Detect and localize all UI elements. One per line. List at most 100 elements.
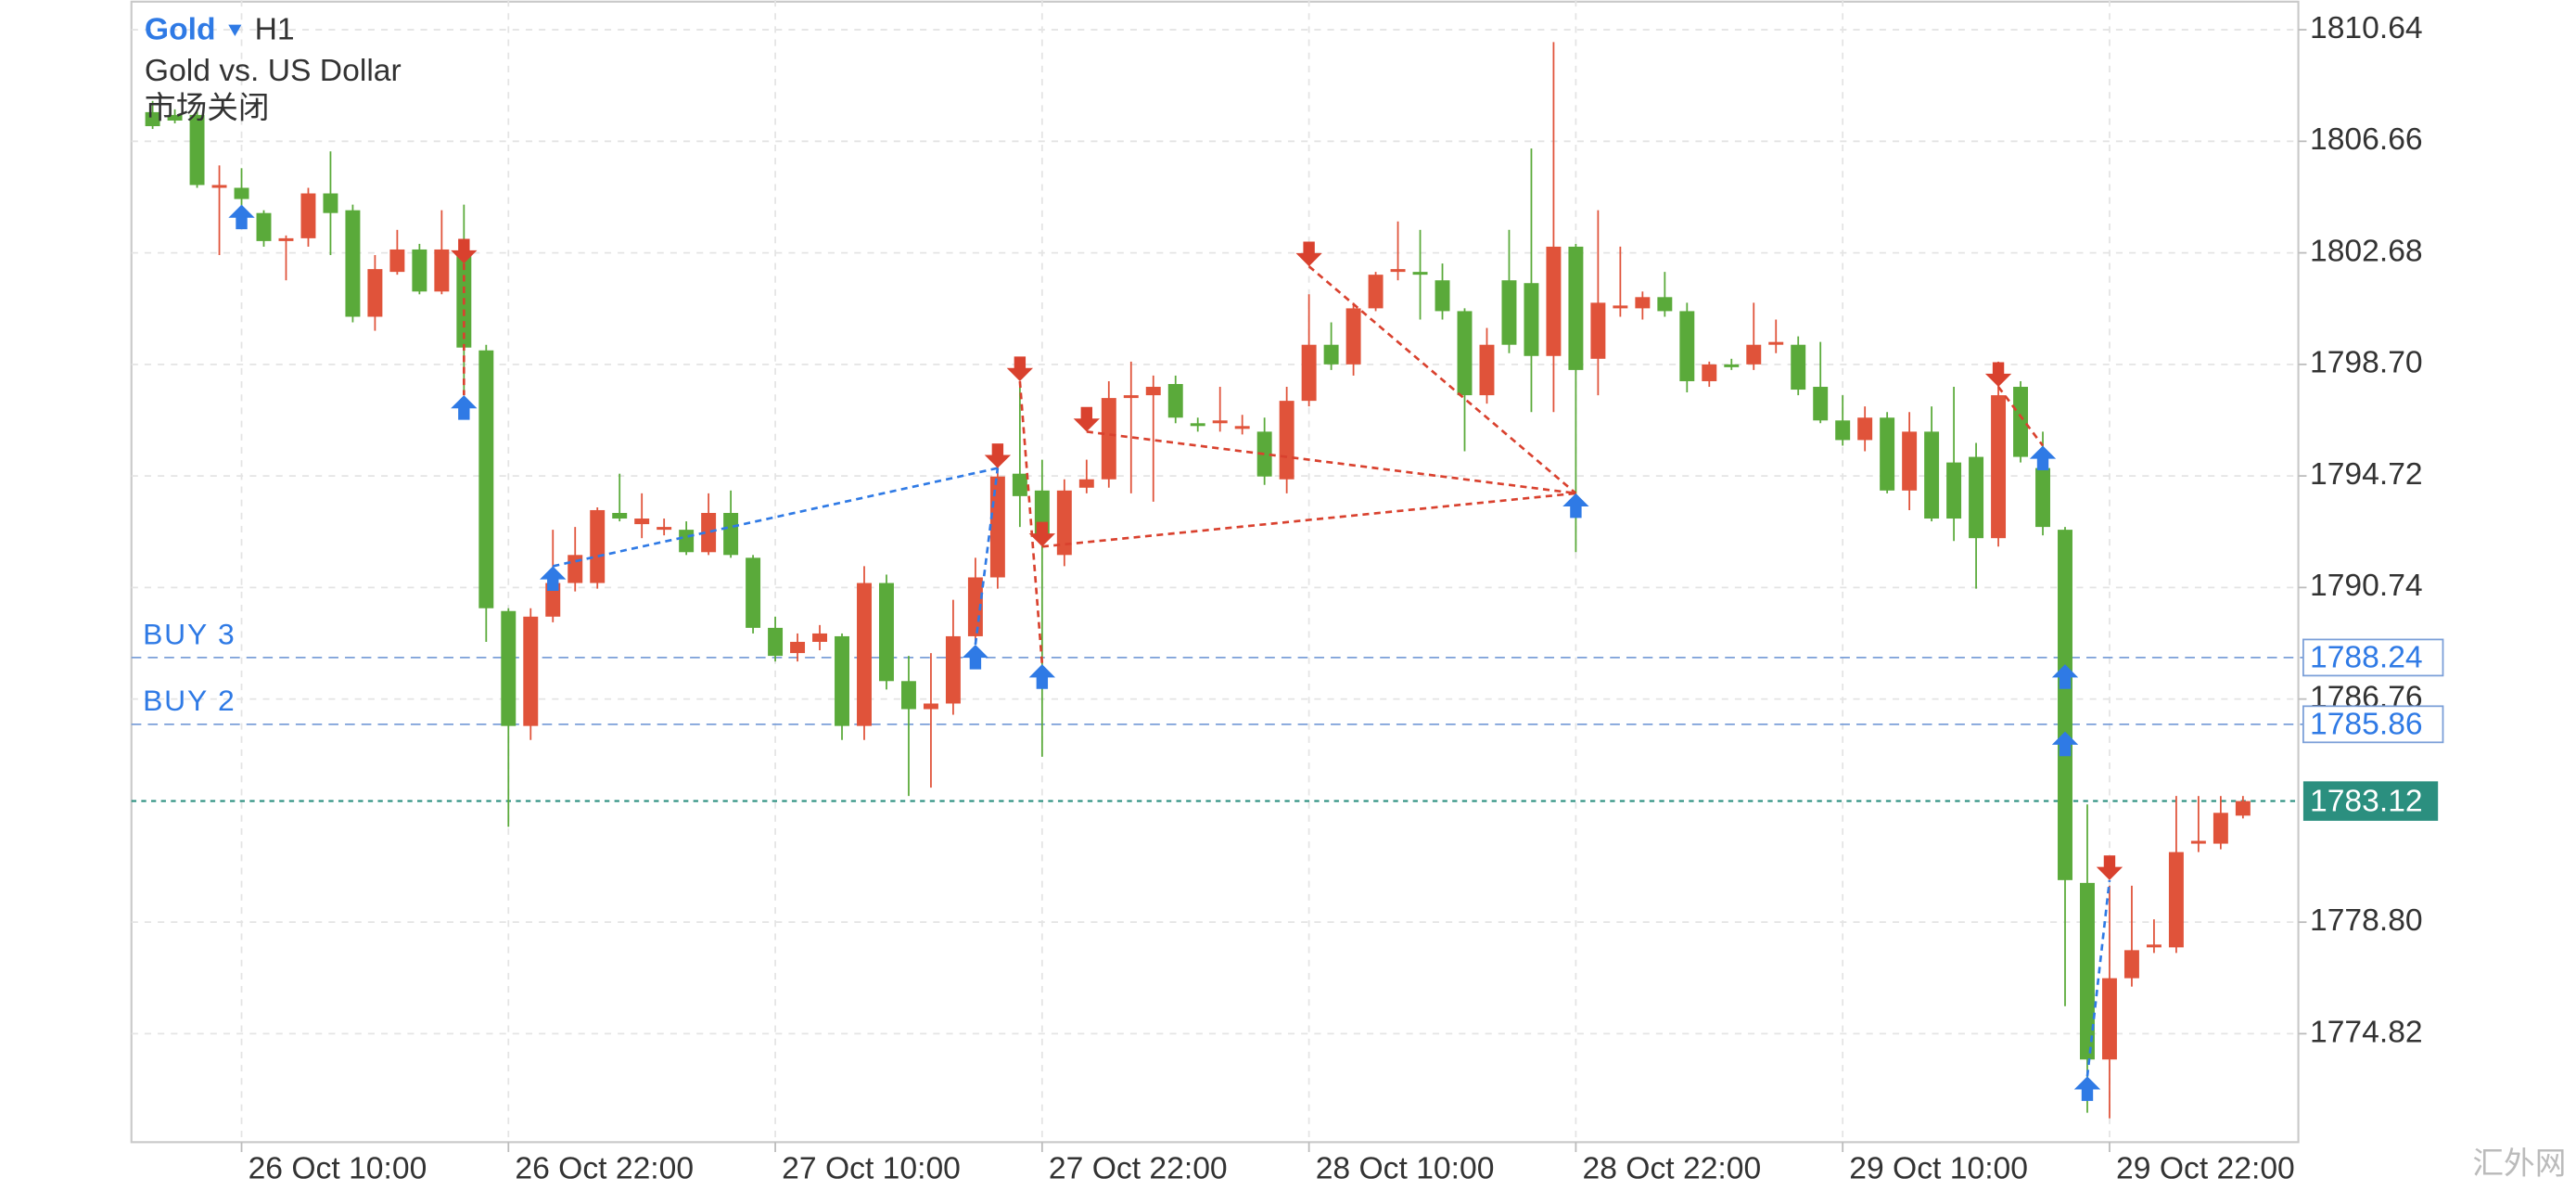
buy-marker xyxy=(2029,445,2057,471)
candle-body xyxy=(412,249,427,292)
x-tick-label: 27 Oct 10:00 xyxy=(782,1151,961,1185)
candle-body xyxy=(679,530,695,553)
trade-link xyxy=(2085,879,2111,1077)
buy-marker xyxy=(451,395,478,420)
candle-body xyxy=(1412,272,1428,275)
symbol[interactable]: Gold xyxy=(145,13,216,47)
candle-body xyxy=(300,193,316,238)
candle-body xyxy=(1479,344,1495,396)
candle-body xyxy=(657,527,672,531)
x-tick-label: 26 Oct 22:00 xyxy=(515,1151,694,1185)
y-tick-label: 1790.74 xyxy=(2310,569,2423,603)
candle-body xyxy=(2035,467,2050,528)
candle-body xyxy=(1435,280,1450,312)
candle-body xyxy=(1234,426,1250,429)
candle-body xyxy=(2213,813,2228,844)
candle-body xyxy=(1590,302,1606,359)
candle-body xyxy=(389,249,405,273)
axis: 1810.64 1806.66 1802.68 1798.70 1794.72 1790.… xyxy=(240,11,2444,1185)
candle-body xyxy=(2013,387,2029,457)
candle-body xyxy=(1390,269,1406,273)
level-price: 1788.24 xyxy=(2310,641,2423,675)
sell-marker xyxy=(451,238,478,264)
candle-body xyxy=(1946,462,1962,519)
buy-marker xyxy=(2073,1076,2101,1101)
candle-body xyxy=(1212,420,1228,424)
candle-body xyxy=(2101,978,2117,1060)
candle-body xyxy=(790,641,806,654)
trade-link xyxy=(1018,380,1044,665)
candle-body xyxy=(501,610,516,726)
level-price: 1785.86 xyxy=(2310,707,2423,741)
candle-body xyxy=(1746,344,1762,365)
candle-body xyxy=(167,114,183,121)
candle-body xyxy=(900,681,916,710)
candle-body xyxy=(612,512,628,519)
last-price-label: 1783.12 xyxy=(2310,784,2423,818)
sell-marker xyxy=(1006,356,1034,381)
market-status: 市场关闭 xyxy=(145,91,270,126)
candle-body xyxy=(1969,456,1984,539)
candle-body xyxy=(634,519,650,525)
buy-marker xyxy=(1562,493,1589,519)
candle-body xyxy=(1279,401,1294,480)
buy-marker xyxy=(2051,731,2079,757)
candle-body xyxy=(1012,473,1027,496)
candle-body xyxy=(1501,280,1517,345)
sell-marker xyxy=(1295,241,1322,267)
candle-body xyxy=(145,111,160,127)
candle-body xyxy=(1167,383,1183,418)
candle-body xyxy=(1902,431,1918,491)
candle-body xyxy=(1880,417,1895,491)
trades xyxy=(228,204,2123,1101)
candle-body xyxy=(2080,882,2095,1060)
candle-body xyxy=(1924,431,1940,519)
buy-marker xyxy=(962,645,989,670)
buy-marker xyxy=(1028,664,1056,689)
candle-body xyxy=(590,509,606,583)
sell-marker xyxy=(984,443,1012,468)
candle-body xyxy=(1546,246,1562,356)
candle-body xyxy=(1345,308,1361,365)
last-price-box xyxy=(2302,781,2439,821)
candle-body xyxy=(1078,479,1094,488)
candle-body xyxy=(1724,364,1740,367)
candle-body xyxy=(567,555,583,583)
candle-body xyxy=(923,703,938,710)
candle-body xyxy=(211,185,227,188)
candle-body xyxy=(189,114,205,186)
sell-marker xyxy=(1984,362,2012,388)
x-tick-label: 29 Oct 22:00 xyxy=(2116,1151,2295,1185)
candle-body xyxy=(1791,344,1806,391)
candle-body xyxy=(746,557,761,628)
candle-body xyxy=(768,627,784,657)
y-tick-label: 1774.82 xyxy=(2310,1015,2423,1049)
candle-body xyxy=(1056,490,1072,556)
candle-body xyxy=(879,583,894,682)
trade-link xyxy=(1996,386,2045,447)
candle-body xyxy=(1657,297,1673,312)
timeframe[interactable]: H1 xyxy=(255,13,295,47)
candle-body xyxy=(1702,364,1717,381)
candle-body xyxy=(1813,387,1829,421)
sell-marker xyxy=(2096,855,2123,880)
candle-body xyxy=(1991,395,2007,539)
y-tick-label: 1798.70 xyxy=(2310,346,2423,380)
candle-body xyxy=(1835,420,1851,441)
candle-body xyxy=(1768,341,1784,345)
candle-body xyxy=(523,616,539,726)
candle-body xyxy=(1457,311,1473,396)
candle-body xyxy=(1679,311,1695,381)
candle-body xyxy=(1301,344,1317,402)
watermark: 汇外网 xyxy=(2472,1146,2566,1182)
candle-body xyxy=(2190,840,2206,844)
symbol-dropdown[interactable] xyxy=(228,24,242,37)
level-price-box xyxy=(2302,705,2444,744)
trade-link xyxy=(1041,492,1576,548)
y-tick-label: 1810.64 xyxy=(2310,11,2423,45)
candle-body xyxy=(2146,944,2162,948)
buy-marker xyxy=(2051,664,2079,689)
candle-body xyxy=(1256,431,1272,477)
